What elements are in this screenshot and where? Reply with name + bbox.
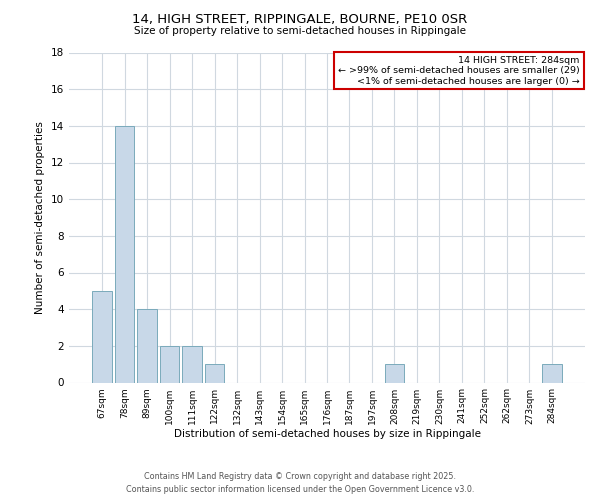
Bar	[182, 346, 202, 383]
Bar	[115, 126, 134, 382]
Text: 14 HIGH STREET: 284sqm
← >99% of semi-detached houses are smaller (29)
   <1% of: 14 HIGH STREET: 284sqm ← >99% of semi-de…	[338, 56, 580, 86]
Bar	[542, 364, 562, 382]
Bar	[385, 364, 404, 382]
Bar	[160, 346, 179, 383]
Y-axis label: Number of semi-detached properties: Number of semi-detached properties	[35, 121, 46, 314]
X-axis label: Distribution of semi-detached houses by size in Rippingale: Distribution of semi-detached houses by …	[173, 430, 481, 440]
Bar	[205, 364, 224, 382]
Text: Contains HM Land Registry data © Crown copyright and database right 2025.
Contai: Contains HM Land Registry data © Crown c…	[126, 472, 474, 494]
Bar	[92, 291, 112, 382]
Bar	[137, 309, 157, 382]
Text: Size of property relative to semi-detached houses in Rippingale: Size of property relative to semi-detach…	[134, 26, 466, 36]
Text: 14, HIGH STREET, RIPPINGALE, BOURNE, PE10 0SR: 14, HIGH STREET, RIPPINGALE, BOURNE, PE1…	[133, 12, 467, 26]
